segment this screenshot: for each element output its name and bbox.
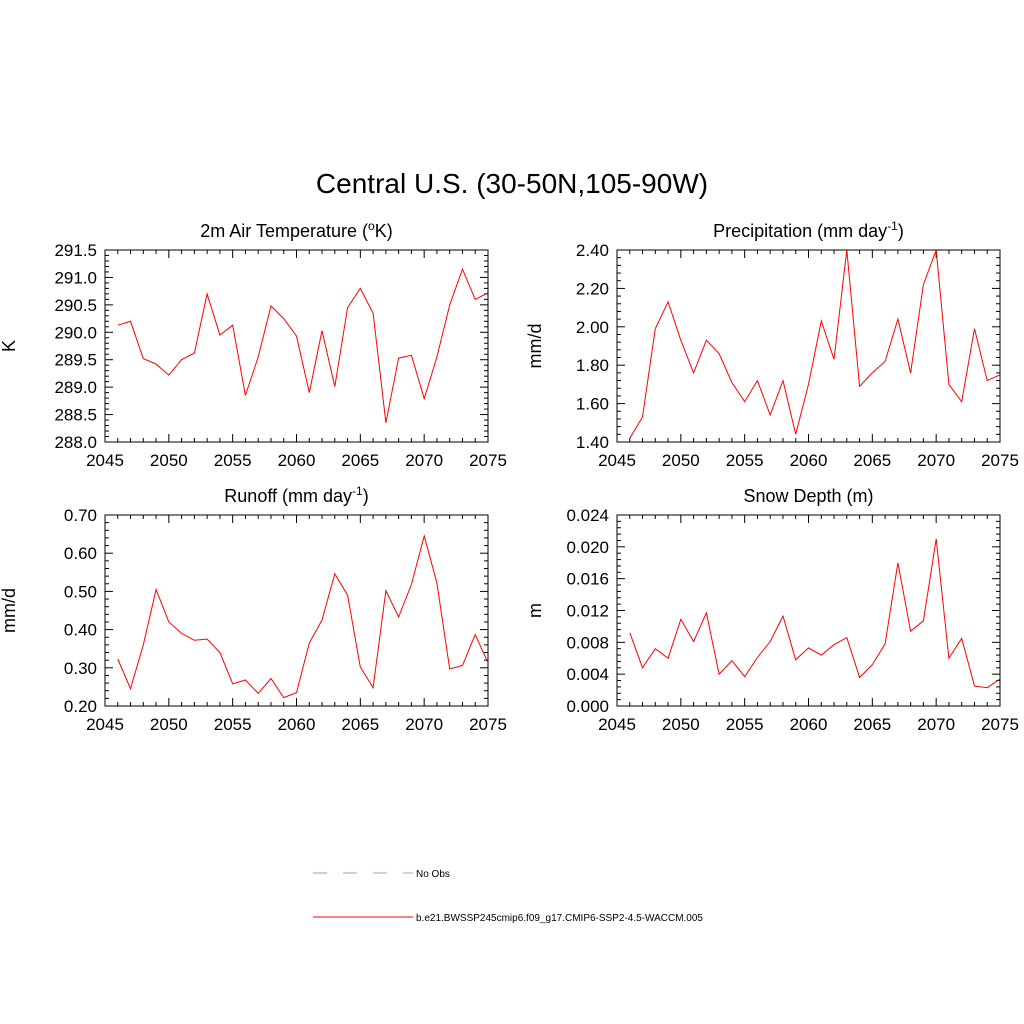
y-tick-label: 290.0 <box>54 323 97 342</box>
panel-2: Precipitation (mm day-1) mm/d 2045 2050 2055… <box>525 219 1019 470</box>
y-tick-label: 0.016 <box>566 570 609 589</box>
x-tick-label: 2055 <box>726 715 764 734</box>
y-tick-label: 0.000 <box>566 697 609 716</box>
x-tick-label: 2060 <box>278 715 316 734</box>
x-tick-label: 2055 <box>214 715 252 734</box>
x-tick-label: 2045 <box>86 715 124 734</box>
y-tick-label: 1.60 <box>576 395 609 414</box>
x-tick-label: 2065 <box>341 451 379 470</box>
x-tick-label: 2050 <box>662 451 700 470</box>
y-tick-label: 288.5 <box>54 406 97 425</box>
x-tick-label: 2065 <box>341 715 379 734</box>
legend-item: No Obs <box>313 869 450 880</box>
y-tick-label: 1.80 <box>576 356 609 375</box>
y-tick-label: 0.024 <box>566 506 609 525</box>
x-tick-label: 2050 <box>150 715 188 734</box>
y-tick-label: 288.0 <box>54 433 97 452</box>
y-tick-label: 0.60 <box>64 544 97 563</box>
y-axis-label: K <box>0 340 19 352</box>
plot-frame <box>104 249 489 443</box>
y-tick-label: 0.20 <box>64 697 97 716</box>
x-tick-label: 2075 <box>981 715 1019 734</box>
y-tick-label: 291.0 <box>54 268 97 287</box>
x-tick-label: 2050 <box>662 715 700 734</box>
plot-frame <box>616 514 1001 707</box>
x-tick-label: 2065 <box>853 715 891 734</box>
x-tick-label: 2065 <box>853 451 891 470</box>
series-line <box>117 534 489 699</box>
x-tick-label: 2045 <box>86 451 124 470</box>
panel-title: 2m Air Temperature (oK) <box>200 219 392 241</box>
x-tick-label: 2070 <box>405 715 443 734</box>
x-tick-label: 2075 <box>981 451 1019 470</box>
y-tick-label: 289.5 <box>54 351 97 370</box>
panel-1: 2m Air Temperature (oK) K 2045 2050 2055 2060… <box>0 219 507 470</box>
series-line <box>629 538 1001 689</box>
panel-3: Runoff (mm day-1) mm/d 2045 2050 2055 2060 206… <box>0 484 507 734</box>
y-tick-label: 0.008 <box>566 633 609 652</box>
legend-item: b.e21.BWSSP245cmip6.f09_g17.CMIP6-SSP2-4… <box>313 913 703 924</box>
y-tick-label: 0.40 <box>64 621 97 640</box>
plot-frame <box>104 514 489 707</box>
y-tick-label: 2.40 <box>576 241 609 260</box>
y-tick-label: 291.5 <box>54 241 97 260</box>
panel-title: Runoff (mm day-1) <box>224 484 368 506</box>
y-axis-label: mm/d <box>525 324 545 369</box>
y-tick-label: 0.020 <box>566 538 609 557</box>
x-tick-label: 2070 <box>405 451 443 470</box>
y-tick-label: 290.5 <box>54 296 97 315</box>
x-tick-label: 2045 <box>598 715 636 734</box>
x-tick-label: 2070 <box>917 451 955 470</box>
x-tick-label: 2055 <box>726 451 764 470</box>
y-axis-label: m <box>525 603 545 618</box>
y-tick-label: 0.70 <box>64 506 97 525</box>
y-tick-label: 0.012 <box>566 602 609 621</box>
panel-title: Snow Depth (m) <box>743 486 873 506</box>
panel-4: Snow Depth (m) m 2045 2050 2055 2060 2065 2070 2… <box>525 486 1019 734</box>
panel-title: Precipitation (mm day-1) <box>713 219 904 241</box>
series-line <box>117 267 489 423</box>
plot-frame <box>616 249 1001 443</box>
y-tick-label: 289.0 <box>54 378 97 397</box>
legend-label: b.e21.BWSSP245cmip6.f09_g17.CMIP6-SSP2-4… <box>416 913 703 924</box>
x-tick-label: 2055 <box>214 451 252 470</box>
main-title: Central U.S. (30-50N,105-90W) <box>315 168 709 199</box>
x-tick-label: 2060 <box>790 715 828 734</box>
y-tick-label: 1.40 <box>576 433 609 452</box>
y-tick-label: 2.20 <box>576 279 609 298</box>
x-tick-label: 2060 <box>790 451 828 470</box>
x-tick-label: 2060 <box>278 451 316 470</box>
y-tick-label: 0.004 <box>566 665 609 684</box>
y-tick-label: 0.30 <box>64 659 97 678</box>
y-tick-label: 0.50 <box>64 582 97 601</box>
series-line <box>629 249 1001 439</box>
x-tick-label: 2045 <box>598 451 636 470</box>
x-tick-label: 2075 <box>469 451 507 470</box>
y-tick-label: 2.00 <box>576 318 609 337</box>
y-axis-label: mm/d <box>0 588 19 633</box>
x-tick-label: 2070 <box>917 715 955 734</box>
legend-label: No Obs <box>416 869 450 880</box>
x-tick-label: 2075 <box>469 715 507 734</box>
x-tick-label: 2050 <box>150 451 188 470</box>
